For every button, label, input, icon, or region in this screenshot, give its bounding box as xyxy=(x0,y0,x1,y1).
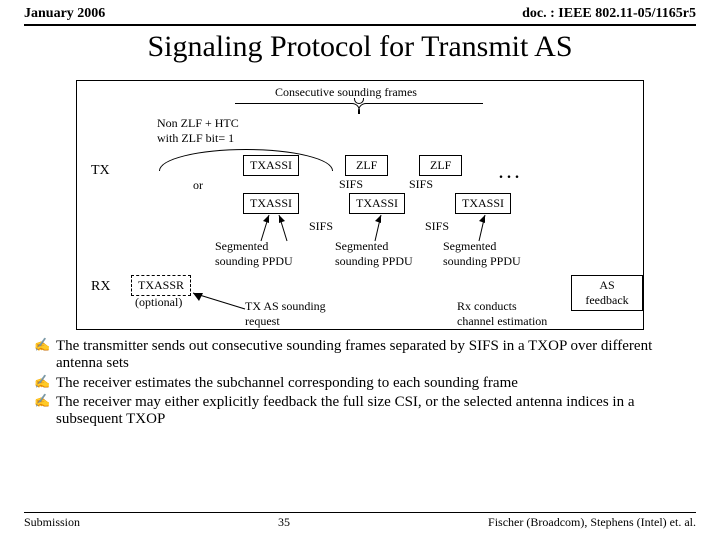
brace-icon xyxy=(235,103,483,117)
asfb-box: AS feedback xyxy=(571,275,643,311)
txas-req-label: TX AS sounding request xyxy=(245,299,326,329)
or-label: or xyxy=(193,178,203,193)
sifs-4: SIFS xyxy=(425,219,449,234)
rx-label: RX xyxy=(91,279,110,295)
arrow-seg-3 xyxy=(475,213,489,241)
zlf-box-1: ZLF xyxy=(345,155,388,176)
list-item: The receiver may either explicitly feedb… xyxy=(34,394,686,429)
ellipsis: . . . xyxy=(499,165,519,183)
sifs-2: SIFS xyxy=(409,177,433,192)
txassi-box-3: TXASSI xyxy=(349,193,405,214)
arrow-seg-1 xyxy=(257,213,271,241)
txassr-box: TXASSR xyxy=(131,275,191,296)
arrow-seg-2 xyxy=(371,213,385,241)
rx-conducts-label: Rx conducts channel estimation xyxy=(457,299,547,329)
sifs-3: SIFS xyxy=(309,219,333,234)
footer-right: Fischer (Broadcom), Stephens (Intel) et.… xyxy=(488,515,696,530)
tx-label: TX xyxy=(91,163,110,179)
optional-label: (optional) xyxy=(135,295,182,310)
zlf-box-2: ZLF xyxy=(419,155,462,176)
txassi-box-2: TXASSI xyxy=(243,193,299,214)
sifs-1: SIFS xyxy=(339,177,363,192)
page-title: Signaling Protocol for Transmit AS xyxy=(0,26,720,70)
seg-label-3: Segmented sounding PPDU xyxy=(443,239,521,269)
header-date: January 2006 xyxy=(24,6,105,22)
footer-left: Submission xyxy=(24,515,80,530)
arrow-seg-1b xyxy=(277,213,291,241)
seg-label-1: Segmented sounding PPDU xyxy=(215,239,293,269)
list-item: The transmitter sends out consecutive so… xyxy=(34,338,686,373)
header-doc: doc. : IEEE 802.11-05/1165r5 xyxy=(522,6,696,22)
bullet-list: The transmitter sends out consecutive so… xyxy=(0,336,720,428)
list-item: The receiver estimates the subchannel co… xyxy=(34,375,686,392)
txassi-box-4: TXASSI xyxy=(455,193,511,214)
nonzlf-label: Non ZLF + HTC with ZLF bit= 1 xyxy=(157,116,239,146)
consec-label: Consecutive sounding frames xyxy=(275,85,417,100)
seg-label-2: Segmented sounding PPDU xyxy=(335,239,413,269)
arrow-txassr xyxy=(189,291,245,311)
timing-diagram: Consecutive sounding frames Non ZLF + HT… xyxy=(76,80,644,330)
footer: Submission 35 Fischer (Broadcom), Stephe… xyxy=(24,512,696,530)
footer-page: 35 xyxy=(278,515,290,530)
txassi-box-1: TXASSI xyxy=(243,155,299,176)
